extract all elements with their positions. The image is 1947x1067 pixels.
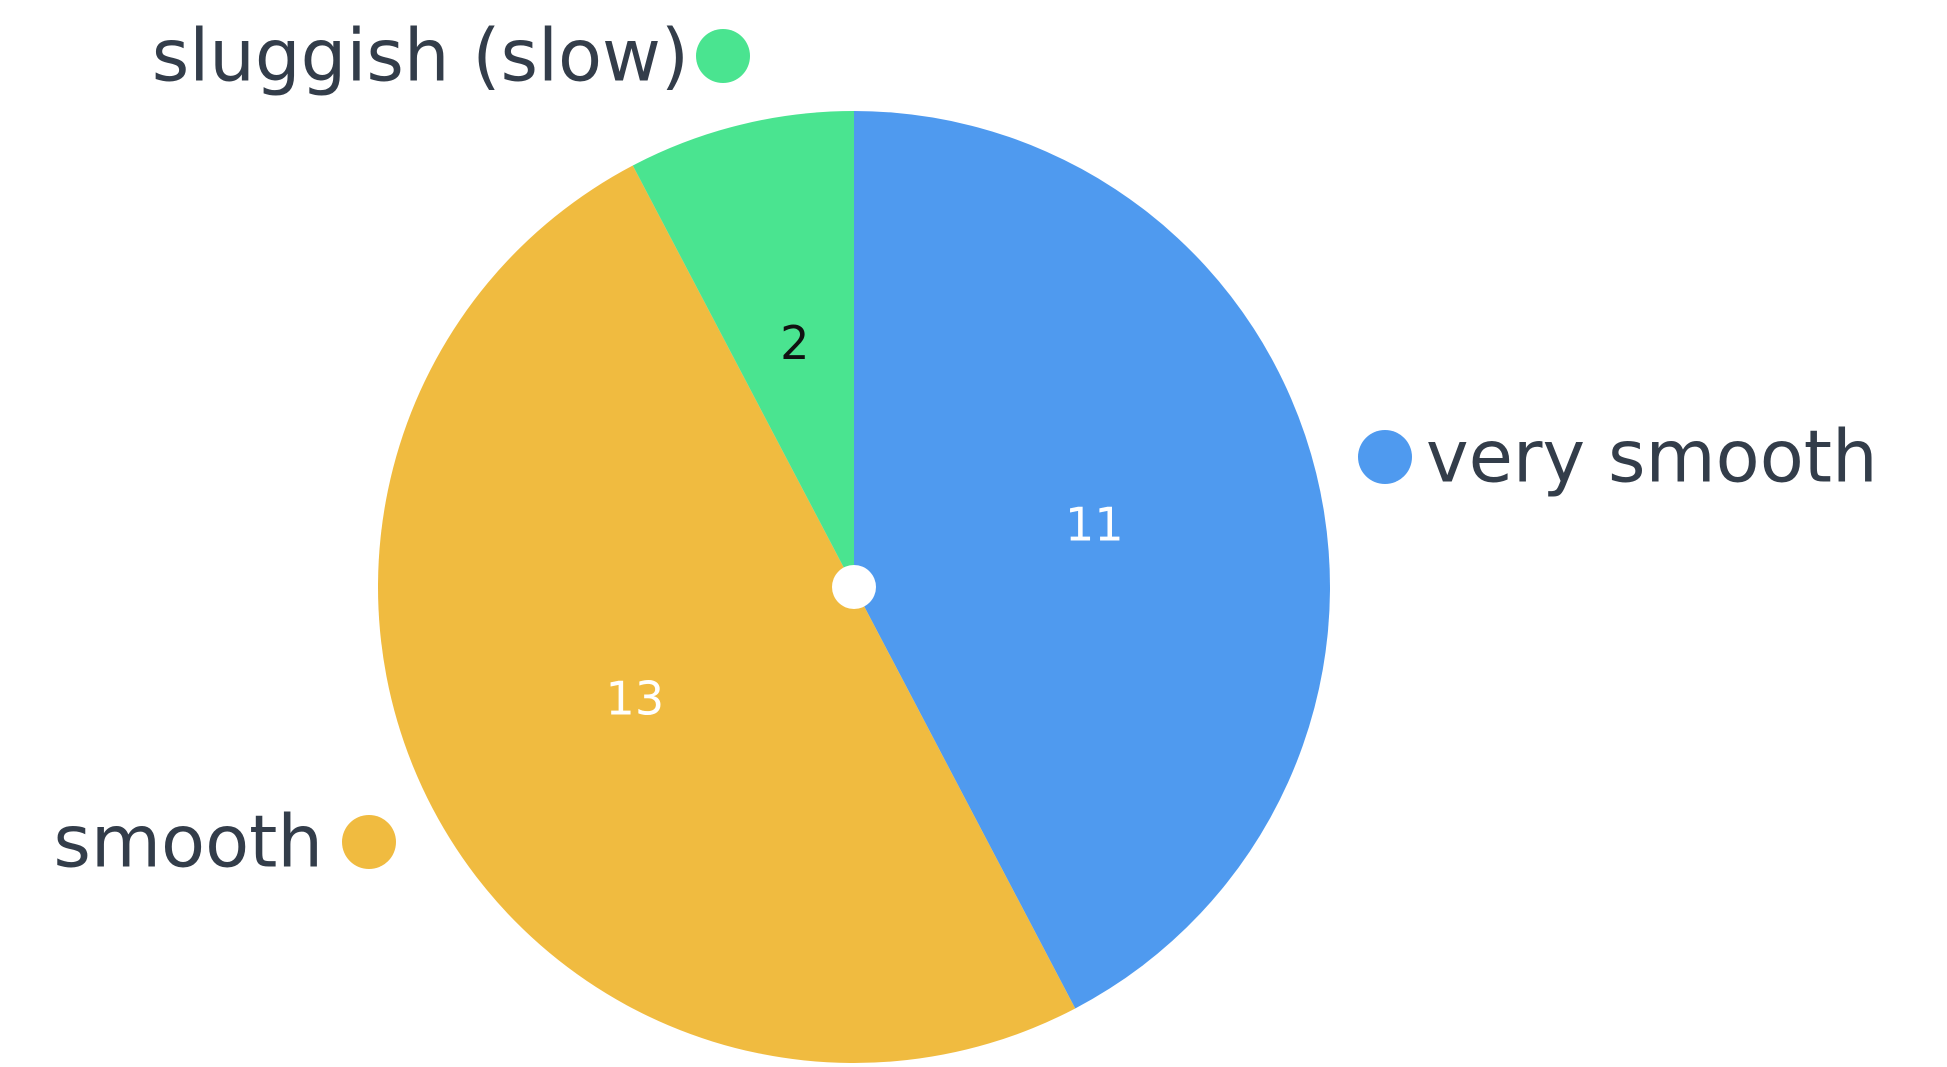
category-label: smooth bbox=[53, 800, 323, 884]
pie-slice bbox=[378, 165, 1076, 1063]
pie-slice bbox=[854, 111, 1331, 1009]
data-label: 2 bbox=[780, 316, 809, 370]
pie-slice bbox=[632, 111, 854, 587]
legend-dot bbox=[1358, 430, 1412, 484]
center-dot bbox=[832, 565, 876, 609]
category-label: very smooth bbox=[1426, 415, 1878, 499]
data-label: 11 bbox=[1065, 497, 1124, 551]
data-label: 13 bbox=[606, 672, 665, 726]
category-label: sluggish (slow) bbox=[152, 14, 689, 98]
pie bbox=[378, 111, 1331, 1063]
legend-dot bbox=[696, 29, 750, 83]
legend-dot bbox=[342, 815, 396, 869]
